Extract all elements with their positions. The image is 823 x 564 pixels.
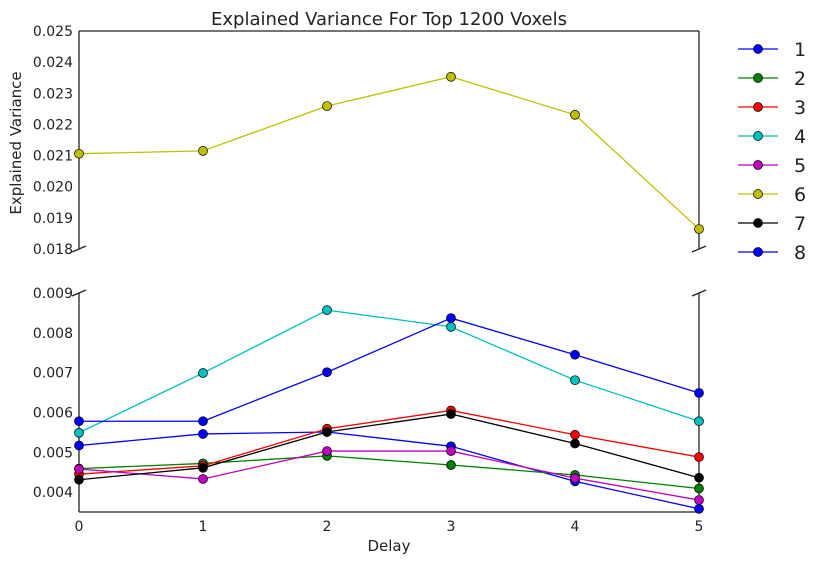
upper-y-tick-label: 0.020 [33, 180, 73, 196]
upper-y-tick-label: 0.021 [33, 149, 73, 165]
legend-label-8: 8 [794, 242, 806, 264]
lower-y-tick-label: 0.004 [33, 485, 73, 501]
series-line-8 [79, 317, 700, 422]
axis-break-mark-upper-left [71, 245, 87, 253]
series-point-8 [74, 416, 84, 427]
legend-label-5: 5 [794, 155, 806, 177]
series-point-7 [198, 462, 208, 473]
series-point-1 [74, 440, 84, 451]
lower-y-tick-label: 0.007 [33, 366, 73, 382]
series-point-2 [694, 483, 704, 494]
legend-marker-2 [753, 73, 763, 83]
series-point-7 [446, 409, 456, 419]
x-tick-label: 1 [199, 519, 208, 535]
upper-y-tick-label: 0.023 [33, 86, 73, 102]
series-point-8 [322, 367, 332, 378]
upper-y-tick-label: 0.025 [33, 24, 73, 40]
legend-marker-7 [753, 218, 763, 228]
series-line-3 [78, 409, 700, 475]
series-point-6 [322, 101, 332, 111]
series-line-7 [78, 413, 700, 481]
upper-y-tick-label: 0.024 [33, 55, 73, 71]
series-line-2 [78, 455, 700, 490]
series-point-4 [570, 375, 580, 386]
legend-marker-6 [753, 189, 763, 199]
series-point-4 [694, 416, 704, 427]
series-line-4 [78, 309, 700, 434]
series-point-8 [198, 416, 208, 427]
legend-marker-8 [753, 247, 763, 257]
series-point-4 [74, 427, 84, 438]
series-point-7 [74, 474, 84, 485]
lower-panel: 0 1 2 3 4 5 0.004 0.005 0.006 0.007 0.008 0.009 [33, 286, 707, 535]
series-point-7 [570, 438, 580, 449]
x-tick-label: 4 [571, 519, 580, 535]
legend-marker-4 [753, 131, 763, 141]
series-point-4 [446, 321, 456, 332]
series-line-6 [78, 76, 700, 230]
series-point-8 [570, 349, 580, 360]
x-tick-label: 3 [447, 519, 456, 535]
x-axis-label: Delay [367, 537, 410, 555]
series-point-5 [74, 464, 84, 474]
legend-label-1: 1 [794, 39, 806, 61]
lower-y-tick-label: 0.009 [33, 286, 73, 302]
upper-y-tick-label: 0.019 [33, 211, 73, 227]
series-line-1 [78, 431, 700, 510]
series-point-6 [694, 224, 704, 234]
series-point-5 [446, 446, 456, 456]
legend-marker-3 [753, 102, 763, 112]
legend-label-2: 2 [794, 68, 806, 90]
series-point-6 [570, 109, 580, 120]
series-point-6 [198, 146, 208, 156]
series-line-5 [78, 450, 700, 501]
series-point-7 [694, 472, 704, 483]
series-point-4 [322, 305, 332, 315]
series-point-1 [198, 429, 208, 439]
legend-label-7: 7 [794, 213, 806, 235]
series-point-3 [570, 429, 580, 440]
axis-break-mark-lower-right [691, 289, 707, 297]
legend: 1 2 3 4 5 6 7 8 [738, 39, 806, 264]
series-point-6 [446, 71, 456, 82]
upper-y-tick-label: 0.022 [33, 117, 73, 133]
x-tick-label: 5 [695, 519, 704, 535]
upper-panel: 0.018 0.019 0.020 0.021 0.022 0.023 0.024 0.025 [33, 24, 707, 258]
series-point-5 [570, 473, 580, 484]
x-tick-label: 2 [323, 519, 332, 535]
series-point-1 [694, 503, 704, 514]
legend-label-4: 4 [794, 126, 806, 148]
axis-break-mark-lower-left [71, 289, 87, 297]
x-tick-label: 0 [75, 519, 84, 535]
legend-label-3: 3 [794, 97, 806, 119]
series-point-6 [74, 148, 84, 159]
series-point-2 [446, 460, 456, 470]
upper-y-tick-label: 0.018 [33, 242, 73, 258]
lower-y-tick-label: 0.006 [33, 405, 73, 421]
lower-y-tick-label: 0.008 [33, 326, 73, 342]
series-point-5 [198, 474, 208, 484]
y-axis-label: Explained Variance [7, 71, 25, 214]
series-point-8 [446, 313, 456, 323]
legend-marker-5 [753, 160, 763, 170]
chart-title: Explained Variance For Top 1200 Voxels [211, 9, 567, 30]
series-point-5 [322, 446, 332, 456]
series-point-8 [694, 388, 704, 398]
series-point-7 [322, 427, 332, 437]
series-point-5 [694, 495, 704, 505]
legend-label-6: 6 [794, 184, 806, 206]
lower-y-tick-label: 0.005 [33, 445, 73, 461]
series-point-4 [198, 368, 208, 378]
legend-marker-1 [753, 44, 763, 54]
axis-break-mark-upper-right [691, 245, 707, 253]
series-point-3 [694, 452, 704, 462]
